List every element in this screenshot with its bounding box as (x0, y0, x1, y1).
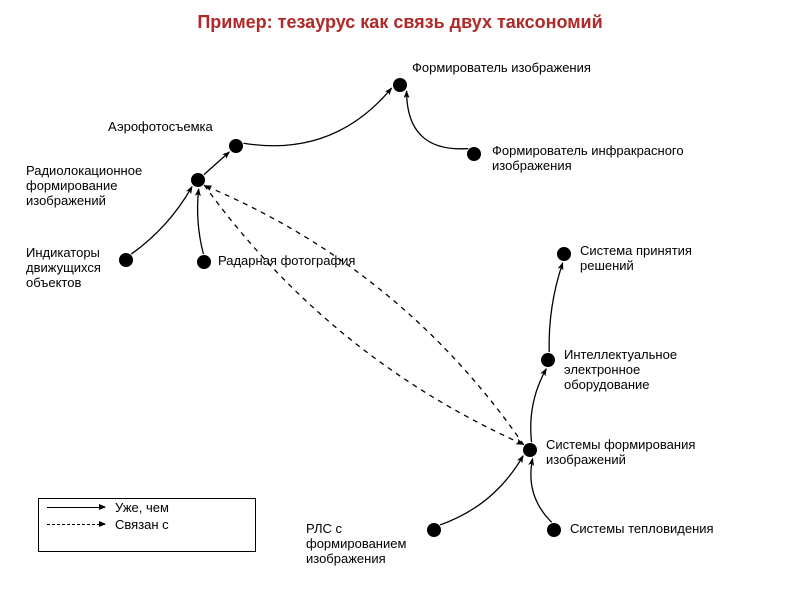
edge-ir_imager-to-imager (407, 91, 469, 149)
label-aerial: Аэрофотосъемка (108, 120, 213, 135)
node-intel_eq (541, 353, 555, 367)
label-ir_imager: Формирователь инфракрасного изображения (492, 144, 684, 174)
node-imager (393, 78, 407, 92)
node-decision_sys (557, 247, 571, 261)
edge-radar_imaging-to-aerial (204, 152, 229, 175)
legend-row-dashed: Связан с (39, 516, 255, 533)
label-decision_sys: Система принятия решений (580, 244, 692, 274)
label-thermal: Системы тепловидения (570, 522, 714, 537)
edge-thermal-to-imaging_sys (531, 459, 552, 523)
label-imaging_sys: Системы формирования изображений (546, 438, 695, 468)
label-moving_ind: Индикаторы движущихся объектов (26, 246, 101, 291)
legend-box: Уже, чем Связан с (38, 498, 256, 552)
edge-imaging_sys-to-intel_eq (531, 369, 547, 442)
node-imaging_sys (523, 443, 537, 457)
label-intel_eq: Интеллектуальное электронное оборудовани… (564, 348, 677, 393)
label-imager: Формирователь изображения (412, 61, 591, 76)
legend-arrowhead-icon (99, 521, 106, 527)
legend-label-solid: Уже, чем (115, 500, 169, 515)
node-rls (427, 523, 441, 537)
edge-imaging_sys-to-radar_imaging (205, 186, 524, 445)
node-radar_imaging (191, 173, 205, 187)
legend-row-solid: Уже, чем (39, 499, 255, 516)
node-thermal (547, 523, 561, 537)
diagram-canvas: { "title": { "text": "Пример: тезаурус к… (0, 0, 800, 600)
label-radar_photo: Радарная фотография (218, 254, 355, 269)
node-aerial (229, 139, 243, 153)
node-radar_photo (197, 255, 211, 269)
node-moving_ind (119, 253, 133, 267)
edge-intel_eq-to-decision_sys (549, 263, 563, 352)
diagram-title: Пример: тезаурус как связь двух таксоном… (0, 12, 800, 33)
legend-line-solid (47, 507, 105, 508)
edge-radar_imaging-to-imaging_sys (204, 185, 523, 444)
edge-rls-to-imaging_sys (440, 456, 523, 525)
edge-radar_photo-to-radar_imaging (198, 189, 204, 254)
edge-aerial-to-imager (243, 88, 391, 146)
legend-line-dashed (47, 524, 105, 525)
legend-arrowhead-icon (99, 504, 106, 510)
node-ir_imager (467, 147, 481, 161)
label-radar_imaging: Радиолокационное формирование изображени… (26, 164, 142, 209)
label-rls: РЛС с формированием изображения (306, 522, 406, 567)
legend-label-dashed: Связан с (115, 517, 169, 532)
